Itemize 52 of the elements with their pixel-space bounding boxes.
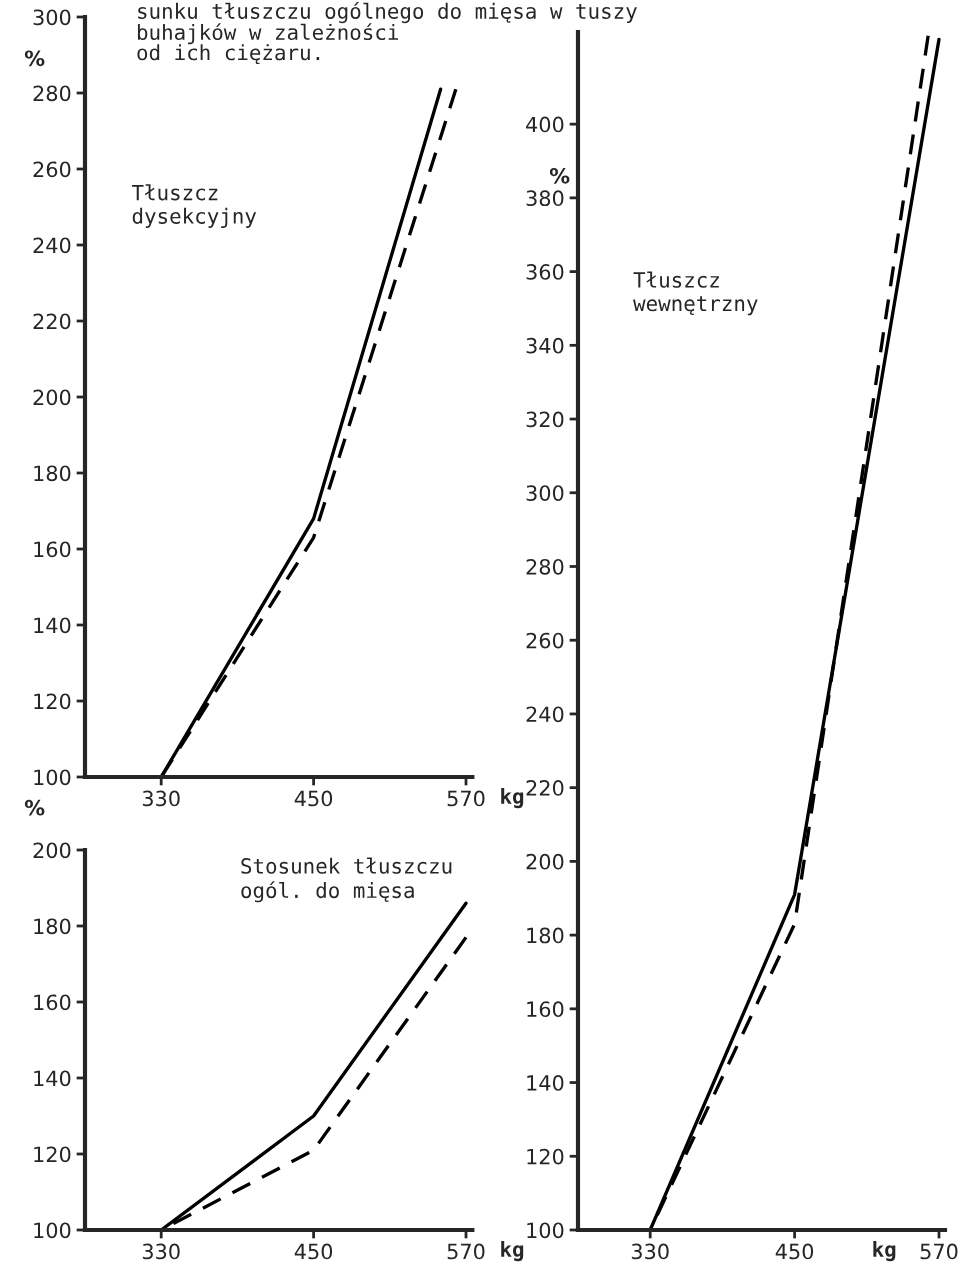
y-tick-label: 140 (34, 1070, 71, 1087)
y-tick-label: 240 (526, 706, 564, 723)
y-tick-label: 180 (34, 465, 71, 482)
y-tick-label: 220 (33, 313, 71, 330)
x-tick-label: 450 (294, 790, 333, 807)
y-tick-label: 320 (526, 411, 564, 428)
x-tick-label: 450 (294, 1243, 333, 1260)
y-tick-label: 120 (527, 1148, 564, 1165)
y-tick-label: 200 (33, 389, 71, 406)
y-tick-label: 160 (34, 541, 71, 558)
x-tick-label: 330 (142, 1243, 180, 1260)
y-tick-label: 380 (526, 190, 564, 207)
x-tick-label: 570 (447, 790, 485, 807)
y-axis-title: % (24, 799, 45, 816)
y-tick-label: 300 (526, 485, 564, 501)
text: Tłuszcz dysekcyjny (131, 184, 257, 228)
text: Tłuszcz wewnętrzny (633, 271, 758, 316)
y-tick-label: 360 (526, 264, 564, 280)
x-tick-label: 570 (447, 1243, 485, 1260)
y-tick-label: 260 (526, 632, 564, 649)
y-tick-label: 200 (526, 853, 564, 870)
y-tick-label: 240 (33, 237, 71, 254)
y-axis-title: % (549, 167, 570, 184)
y-tick-label: 260 (33, 161, 71, 178)
x-tick-label: 330 (631, 1243, 669, 1260)
y-tick-label: 280 (526, 558, 564, 575)
y-tick-label: 100 (527, 1222, 564, 1239)
y-tick-label: 100 (34, 769, 71, 786)
y-tick-label: 140 (34, 617, 71, 634)
y-tick-label: 140 (527, 1075, 564, 1091)
x-tick-label: 570 (920, 1243, 958, 1260)
y-tick-label: 300 (33, 9, 71, 26)
x-tick-label: 330 (142, 790, 180, 807)
y-tick-label: 200 (33, 842, 71, 859)
y-tick-label: 180 (527, 927, 564, 944)
x-tick-label: 450 (775, 1243, 814, 1260)
text: Stosunek tłuszczu ogól. do mięsa (241, 857, 452, 903)
y-tick-label: 160 (34, 994, 71, 1011)
y-tick-label: 120 (34, 693, 71, 710)
chart-title: sunku tłuszczu ogólnego do mięsa w tuszy buhajków w zależności od ich ciężaru. (137, 2, 637, 65)
x-axis-title: kg (501, 1241, 524, 1262)
y-tick-label: 340 (526, 337, 564, 354)
y-tick-label: 180 (34, 918, 71, 935)
y-tick-label: 280 (33, 85, 71, 102)
y-tick-label: 160 (527, 1001, 564, 1018)
y-tick-label: 400 (526, 116, 564, 133)
y-axis-title: % (24, 50, 45, 67)
x-axis-title: kg (873, 1241, 896, 1262)
x-axis-title: kg (501, 788, 524, 809)
y-tick-label: 220 (526, 780, 564, 796)
y-tick-label: 100 (34, 1222, 71, 1239)
y-tick-label: 120 (34, 1146, 71, 1163)
